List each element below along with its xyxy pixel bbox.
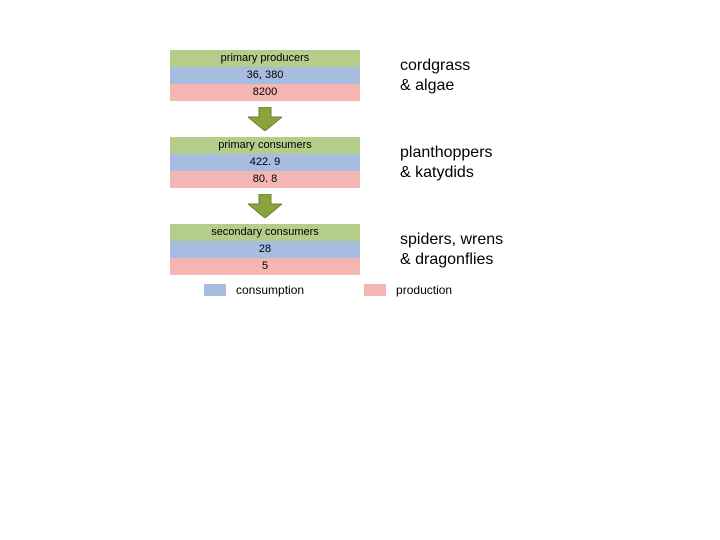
level-examples: spiders, wrens & dragonflies xyxy=(400,230,503,270)
level-box-primary-consumers: primary consumers 422. 9 80. 8 xyxy=(170,137,360,188)
legend: consumption production xyxy=(204,283,570,297)
examples-line: planthoppers xyxy=(400,143,493,163)
legend-swatch-consumption xyxy=(204,284,226,296)
level-consumption-band: 28 xyxy=(170,241,360,258)
level-row: primary producers 36, 380 8200 cordgrass… xyxy=(170,50,570,101)
level-production-band: 8200 xyxy=(170,84,360,101)
legend-item-production: production xyxy=(364,283,452,297)
examples-line: spiders, wrens xyxy=(400,230,503,250)
examples-line: & algae xyxy=(400,76,470,96)
legend-label: production xyxy=(396,283,452,297)
level-production-band: 80. 8 xyxy=(170,171,360,188)
level-box-primary-producers: primary producers 36, 380 8200 xyxy=(170,50,360,101)
level-box-secondary-consumers: secondary consumers 28 5 xyxy=(170,224,360,275)
level-production-band: 5 xyxy=(170,258,360,275)
level-examples: cordgrass & algae xyxy=(400,56,470,96)
level-consumption-band: 36, 380 xyxy=(170,67,360,84)
examples-line: cordgrass xyxy=(400,56,470,76)
examples-line: & katydids xyxy=(400,163,493,183)
level-consumption-band: 422. 9 xyxy=(170,154,360,171)
trophic-diagram: primary producers 36, 380 8200 cordgrass… xyxy=(170,50,570,297)
level-title-band: primary consumers xyxy=(170,137,360,154)
level-title-band: secondary consumers xyxy=(170,224,360,241)
legend-label: consumption xyxy=(236,283,304,297)
arrow-down-icon xyxy=(248,194,282,218)
level-row: secondary consumers 28 5 spiders, wrens … xyxy=(170,224,570,275)
level-examples: planthoppers & katydids xyxy=(400,143,493,183)
flow-arrow xyxy=(170,107,360,131)
level-row: primary consumers 422. 9 80. 8 planthopp… xyxy=(170,137,570,188)
flow-arrow xyxy=(170,194,360,218)
level-title-band: primary producers xyxy=(170,50,360,67)
arrow-down-icon xyxy=(248,107,282,131)
examples-line: & dragonflies xyxy=(400,250,503,270)
legend-swatch-production xyxy=(364,284,386,296)
legend-item-consumption: consumption xyxy=(204,283,304,297)
